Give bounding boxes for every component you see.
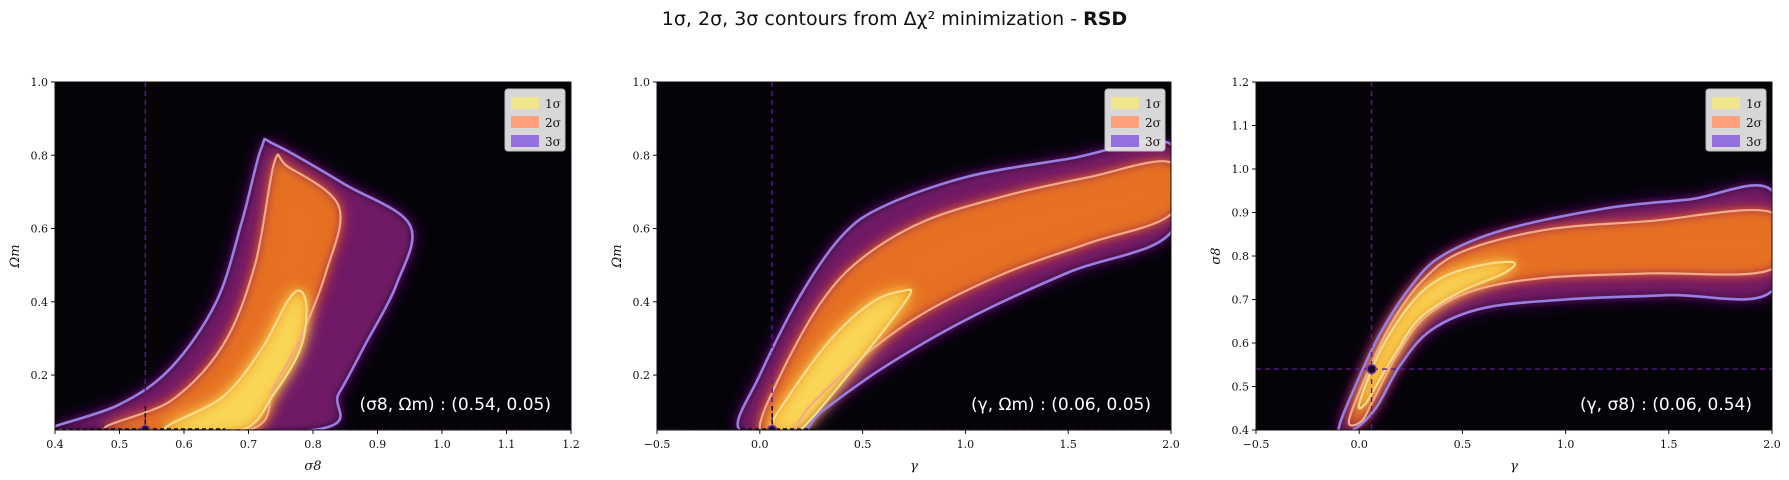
legend-label-3: 3σ [1746, 135, 1762, 149]
legend-swatch-3 [1111, 135, 1139, 147]
y-tick-label: 1.2 [1232, 76, 1250, 89]
x-tick-label: 1.0 [1557, 438, 1575, 451]
title-prefix: 1σ, 2σ, 3σ contours from Δχ² minimizatio… [661, 8, 1084, 30]
title-bold: RSD [1083, 8, 1128, 30]
y-tick-label: 0.2 [633, 369, 651, 382]
y-tick-label: 0.4 [1232, 424, 1250, 437]
plot-frame [656, 81, 1172, 431]
heatmap [737, 140, 1171, 430]
y-tick-label: 1.0 [633, 76, 651, 89]
best-fit-annotation: (γ, σ8) : (0.06, 0.54) [1580, 395, 1752, 415]
contour-3sigma [736, 139, 1171, 430]
x-tick-label: 0.8 [304, 438, 322, 451]
legend-swatch-1 [511, 97, 539, 109]
panel-1: 0.4 0.5 0.6 0.7 0.8 0.9 1.0 1.1 1.2 0.2 0.4 0.6 0.8 1… [8, 76, 580, 474]
x-tick-label: 1.1 [498, 438, 516, 451]
contour-1sigma [1357, 260, 1517, 410]
figure-title: 1σ, 2σ, 3σ contours from Δχ² minimizatio… [0, 8, 1789, 30]
y-tick-label: 0.6 [31, 223, 49, 236]
contour-3sigma [1337, 184, 1772, 430]
best-fit-point [1366, 363, 1377, 375]
legend-swatch-1 [1712, 97, 1740, 109]
y-tick-label: 0.4 [633, 296, 651, 309]
x-tick-label: 2.0 [1763, 438, 1781, 451]
best-fit-point [766, 424, 778, 430]
x-tick-label: 1.5 [1660, 438, 1678, 451]
legend-label-1: 1σ [1746, 97, 1762, 111]
y-tick-label: 0.6 [1232, 337, 1250, 350]
contour-2sigma [103, 153, 342, 430]
contour-1sigma [163, 289, 308, 430]
x-tick-label: −0.5 [1243, 438, 1270, 451]
y-tick-label: 1.1 [1232, 120, 1250, 133]
best-fit-point [140, 424, 151, 430]
x-axis-label: σ8 [304, 459, 321, 474]
legend-label-1: 1σ [545, 97, 561, 111]
contour-2sigma [1347, 208, 1772, 427]
x-tick-label: 2.0 [1162, 438, 1180, 451]
y-tick-label: 0.2 [31, 369, 49, 382]
y-axis-label: σ8 [1209, 247, 1224, 264]
y-tick-label: 0.8 [31, 149, 49, 162]
x-tick-label: 0.5 [111, 438, 129, 451]
legend-label-2: 2σ [1746, 116, 1762, 130]
x-tick-label: −0.5 [644, 438, 671, 451]
legend: 1σ 2σ 3σ [504, 88, 566, 152]
x-tick-label: 1.2 [562, 438, 580, 451]
y-axis-label: Ωm [610, 244, 625, 268]
x-axis-label: γ [1510, 459, 1518, 474]
best-fit-annotation: (σ8, Ωm) : (0.54, 0.05) [359, 395, 551, 415]
y-tick-label: 0.9 [1232, 207, 1250, 220]
x-tick-label: 1.0 [957, 438, 975, 451]
best-fit-annotation: (γ, Ωm) : (0.06, 0.05) [971, 395, 1151, 415]
y-axis-label: Ωm [8, 244, 23, 268]
y-tick-label: 0.8 [1232, 250, 1250, 263]
x-tick-label: 0.0 [1350, 438, 1368, 451]
x-tick-label: 0.5 [1454, 438, 1472, 451]
x-tick-label: 0.0 [751, 438, 769, 451]
panel-3: −0.5 0.0 0.5 1.0 1.5 2.0 0.4 0.5 0.6 0.7 0.8 0.9 1.0… [1209, 76, 1781, 474]
legend-label-2: 2σ [545, 116, 561, 130]
legend-label-1: 1σ [1145, 97, 1161, 111]
legend-swatch-2 [1712, 116, 1740, 128]
x-axis-label: γ [910, 459, 918, 474]
x-tick-label: 0.7 [240, 438, 258, 451]
x-tick-label: 0.4 [46, 438, 64, 451]
y-tick-label: 1.0 [1232, 163, 1250, 176]
x-tick-label: 1.5 [1059, 438, 1077, 451]
legend: 1σ 2σ 3σ [1104, 88, 1166, 152]
legend-swatch-2 [511, 116, 539, 128]
y-tick-label: 0.5 [1232, 381, 1250, 394]
y-tick-label: 0.8 [633, 149, 651, 162]
x-tick-label: 0.6 [175, 438, 193, 451]
y-tick-label: 1.0 [31, 76, 49, 89]
y-tick-label: 0.7 [1232, 294, 1250, 307]
legend-swatch-2 [1111, 116, 1139, 128]
legend-swatch-3 [1712, 135, 1740, 147]
x-tick-label: 0.9 [369, 438, 387, 451]
contour-2sigma [758, 160, 1171, 430]
y-tick-label: 0.4 [31, 296, 49, 309]
contour-3sigma [55, 137, 414, 430]
x-tick-label: 0.5 [854, 438, 872, 451]
legend-label-2: 2σ [1145, 116, 1161, 130]
legend-swatch-1 [1111, 97, 1139, 109]
contour-1sigma [768, 288, 913, 430]
panel-2: −0.5 0.0 0.5 1.0 1.5 2.0 0.2 0.4 0.6 0.8 1.0 γ Ωm (γ,… [610, 76, 1180, 474]
legend-label-3: 3σ [1145, 135, 1161, 149]
legend: 1σ 2σ 3σ [1705, 88, 1767, 152]
y-tick-label: 0.6 [633, 223, 651, 236]
legend-swatch-3 [511, 135, 539, 147]
legend-label-3: 3σ [545, 135, 561, 149]
x-tick-label: 1.0 [433, 438, 451, 451]
